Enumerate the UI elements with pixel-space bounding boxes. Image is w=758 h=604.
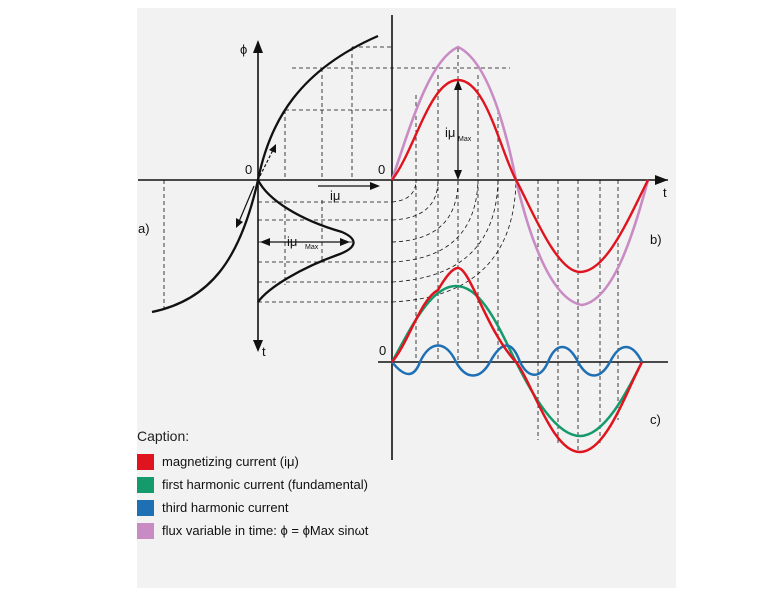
flux-curve xyxy=(390,45,650,307)
legend-text-third-harmonic: third harmonic current xyxy=(162,500,289,515)
legend-swatch-magnetizing xyxy=(137,453,154,470)
i-mu-max-left-arrowhead xyxy=(260,238,270,246)
i-mu-max-up-arrowhead xyxy=(454,80,462,90)
i-mu-max-right-arrowhead xyxy=(340,238,350,246)
legend-item-fundamental: first harmonic current (fundamental) xyxy=(137,473,368,496)
t-right-label: t xyxy=(663,185,667,200)
i-mu-max-right-subscript: Max xyxy=(458,136,472,143)
legend-item-third-harmonic: third harmonic current xyxy=(137,496,368,519)
i-mu-max-left-subscript: Max xyxy=(305,244,319,251)
ascending-arrowhead xyxy=(269,144,276,153)
labels: ϕ t t 0 0 0 a) b) c) iμ iμ Max iμ Max xyxy=(138,42,667,427)
i-mu-max-left-label: iμ xyxy=(287,234,297,249)
left-curves xyxy=(151,34,380,314)
current-pulse-curve xyxy=(256,179,355,303)
a-label: a) xyxy=(138,221,150,236)
legend-text-magnetizing: magnetizing current (iμ) xyxy=(162,454,299,469)
t-axis-arrow xyxy=(655,175,668,185)
graph-b xyxy=(390,45,650,307)
magnetizing-current-curve-c xyxy=(391,266,644,454)
t-left-label: t xyxy=(262,344,266,359)
legend-swatch-flux xyxy=(137,522,154,539)
origin-c-label: 0 xyxy=(379,343,386,358)
phi-label: ϕ xyxy=(240,42,247,57)
legend-item-flux: flux variable in time: ϕ = ϕMax sinωt xyxy=(137,519,368,542)
ascending-arrow-line xyxy=(259,147,275,177)
axes xyxy=(138,15,668,460)
i-mu-max-right-label: iμ xyxy=(445,125,455,140)
legend-item-magnetizing: magnetizing current (iμ) xyxy=(137,450,368,473)
fundamental-curve xyxy=(390,284,644,438)
c-label: c) xyxy=(650,412,661,427)
caption-legend: Caption: magnetizing current (iμ) first … xyxy=(137,428,368,542)
i-mu-max-down-arrowhead xyxy=(454,170,462,180)
graph-c xyxy=(390,266,644,454)
legend-text-fundamental: first harmonic current (fundamental) xyxy=(162,477,368,492)
legend-swatch-fundamental xyxy=(137,476,154,493)
figure-background xyxy=(137,8,676,588)
third-harmonic-curve xyxy=(391,344,644,377)
i-mu-label: iμ xyxy=(330,188,340,203)
i-mu-arrowhead xyxy=(370,182,380,190)
phi-axis-arrow xyxy=(253,40,263,53)
descending-arrowhead xyxy=(236,218,243,228)
b-label: b) xyxy=(650,232,662,247)
origin-right-label: 0 xyxy=(378,162,385,177)
origin-left-label: 0 xyxy=(245,162,252,177)
projection-lines xyxy=(163,46,619,450)
legend-text-flux: flux variable in time: ϕ = ϕMax sinωt xyxy=(162,523,369,538)
legend-swatch-third-harmonic xyxy=(137,499,154,516)
caption-title: Caption: xyxy=(137,428,190,444)
magnetization-curve xyxy=(151,34,379,314)
t-axis-down-arrow xyxy=(253,340,263,352)
magnetizing-current-curve-b xyxy=(391,78,650,274)
descending-arrow-line xyxy=(237,185,255,225)
